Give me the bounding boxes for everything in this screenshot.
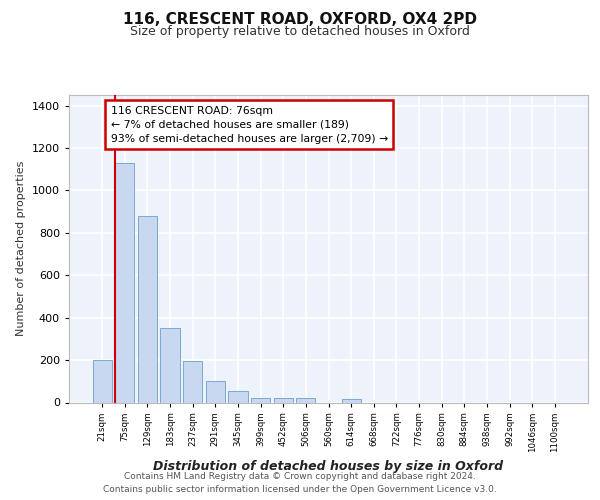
X-axis label: Distribution of detached houses by size in Oxford: Distribution of detached houses by size … bbox=[154, 460, 503, 473]
Bar bbox=[138, 216, 157, 402]
Bar bbox=[206, 382, 225, 402]
Text: 116, CRESCENT ROAD, OXFORD, OX4 2PD: 116, CRESCENT ROAD, OXFORD, OX4 2PD bbox=[123, 12, 477, 28]
Text: 116 CRESCENT ROAD: 76sqm
← 7% of detached houses are smaller (189)
93% of semi-d: 116 CRESCENT ROAD: 76sqm ← 7% of detache… bbox=[110, 106, 388, 144]
Bar bbox=[341, 400, 361, 402]
Bar bbox=[92, 360, 112, 403]
Text: Size of property relative to detached houses in Oxford: Size of property relative to detached ho… bbox=[130, 25, 470, 38]
Bar bbox=[274, 398, 293, 402]
Text: Contains public sector information licensed under the Open Government Licence v3: Contains public sector information licen… bbox=[103, 485, 497, 494]
Bar bbox=[296, 398, 316, 402]
Bar bbox=[251, 398, 270, 402]
Bar bbox=[183, 361, 202, 403]
Text: Contains HM Land Registry data © Crown copyright and database right 2024.: Contains HM Land Registry data © Crown c… bbox=[124, 472, 476, 481]
Bar bbox=[160, 328, 180, 402]
Bar bbox=[115, 163, 134, 402]
Bar bbox=[229, 391, 248, 402]
Y-axis label: Number of detached properties: Number of detached properties bbox=[16, 161, 26, 336]
